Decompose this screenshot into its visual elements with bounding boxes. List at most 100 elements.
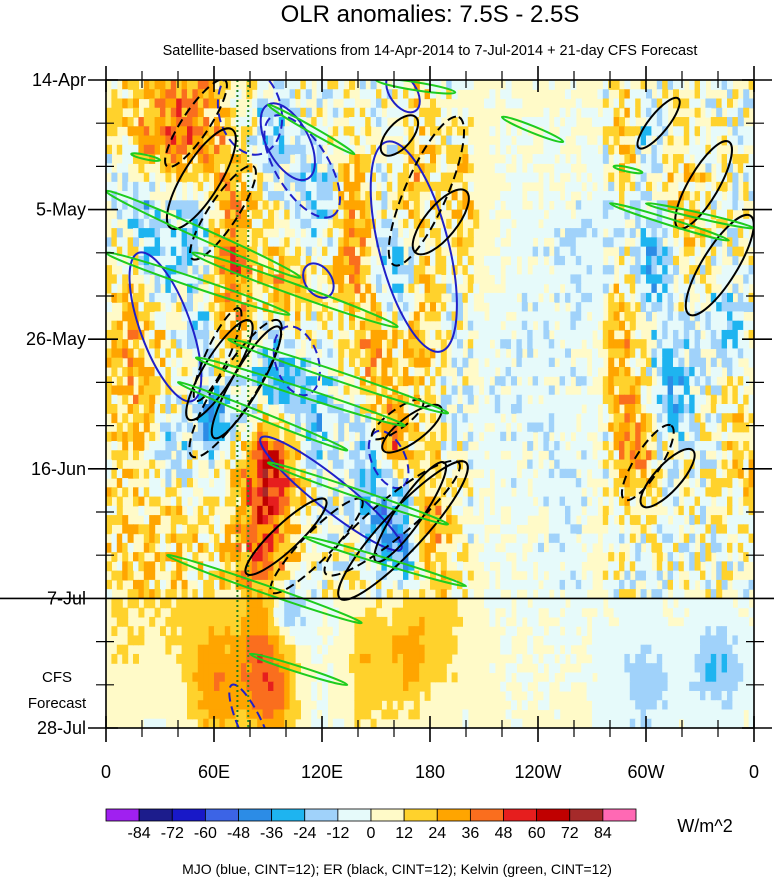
anomaly-cell xyxy=(586,542,593,553)
anomaly-cell xyxy=(511,579,517,590)
anomaly-cell xyxy=(311,237,318,248)
anomaly-cell xyxy=(640,524,647,535)
anomaly-cell xyxy=(381,376,388,387)
anomaly-cell xyxy=(575,339,582,350)
anomaly-cell xyxy=(689,441,696,451)
anomaly-cell xyxy=(748,320,754,331)
anomaly-cell xyxy=(381,181,388,192)
anomaly-cell xyxy=(559,515,566,525)
anomaly-cell xyxy=(710,533,717,544)
anomaly-cell xyxy=(332,255,339,266)
anomaly-cell xyxy=(624,561,631,572)
anomaly-cell xyxy=(262,135,269,146)
anomaly-cell xyxy=(484,468,490,479)
anomaly-cell xyxy=(149,144,156,155)
anomaly-cell xyxy=(176,117,183,127)
anomaly-cell xyxy=(343,163,350,174)
anomaly-cell xyxy=(683,154,690,164)
anomaly-cell xyxy=(640,228,647,238)
anomaly-cell xyxy=(732,228,739,238)
anomaly-cell xyxy=(133,422,139,433)
anomaly-cell xyxy=(446,487,453,498)
anomaly-cell xyxy=(457,552,463,562)
anomaly-cell xyxy=(181,144,188,155)
anomaly-cell xyxy=(575,570,582,581)
anomaly-cell xyxy=(597,89,604,100)
anomaly-cell xyxy=(613,598,620,609)
anomaly-cell xyxy=(640,413,647,424)
anomaly-cell xyxy=(543,404,550,414)
anomaly-cell xyxy=(349,468,355,479)
anomaly-cell xyxy=(662,320,669,331)
anomaly-cell xyxy=(381,385,388,396)
anomaly-cell xyxy=(635,542,642,553)
anomaly-cell xyxy=(446,274,453,285)
anomaly-cell xyxy=(365,468,372,479)
anomaly-cell xyxy=(457,487,463,498)
anomaly-cell xyxy=(143,366,150,377)
anomaly-cell xyxy=(370,459,377,470)
anomaly-cell xyxy=(494,385,501,396)
anomaly-cell xyxy=(241,209,247,220)
anomaly-cell xyxy=(268,154,274,164)
anomaly-cell xyxy=(635,450,642,461)
anomaly-cell xyxy=(592,320,598,331)
anomaly-cell xyxy=(721,478,728,488)
anomaly-cell xyxy=(392,533,399,544)
anomaly-cell xyxy=(381,468,388,479)
anomaly-cell xyxy=(565,394,571,405)
anomaly-cell xyxy=(586,218,593,229)
anomaly-cell xyxy=(154,320,161,331)
anomaly-cell xyxy=(575,357,582,368)
anomaly-cell xyxy=(224,570,231,581)
anomaly-cell xyxy=(365,246,372,257)
anomaly-cell xyxy=(548,607,555,618)
anomaly-cell xyxy=(127,320,134,331)
anomaly-cell xyxy=(565,329,571,340)
anomaly-cell xyxy=(295,117,301,127)
anomaly-cell xyxy=(349,459,355,470)
anomaly-cell xyxy=(187,320,193,331)
anomaly-cell xyxy=(683,441,690,451)
anomaly-cell xyxy=(689,478,696,488)
anomaly-cell xyxy=(268,478,274,488)
anomaly-cell xyxy=(581,228,588,238)
anomaly-cell xyxy=(705,487,712,498)
anomaly-cell xyxy=(262,274,269,285)
anomaly-cell xyxy=(143,246,150,257)
anomaly-cell xyxy=(392,126,399,137)
anomaly-cell xyxy=(548,404,555,414)
anomaly-cell xyxy=(397,422,404,433)
anomaly-cell xyxy=(592,468,598,479)
anomaly-cell xyxy=(543,292,550,303)
anomaly-cell xyxy=(748,126,754,137)
anomaly-cell xyxy=(257,144,264,155)
anomaly-cell xyxy=(500,246,507,257)
anomaly-cell xyxy=(435,292,442,303)
anomaly-cell xyxy=(597,246,604,257)
anomaly-cell xyxy=(527,348,534,359)
anomaly-cell xyxy=(203,616,210,627)
anomaly-cell xyxy=(732,552,739,562)
anomaly-cell xyxy=(575,283,582,294)
anomaly-cell xyxy=(462,422,469,433)
anomaly-cell xyxy=(111,89,118,100)
anomaly-cell xyxy=(300,496,307,507)
anomaly-cell xyxy=(365,320,372,331)
anomaly-cell xyxy=(748,524,754,535)
anomaly-cell xyxy=(116,616,123,627)
anomaly-cell xyxy=(181,274,188,285)
anomaly-cell xyxy=(230,515,237,525)
anomaly-cell xyxy=(241,505,247,516)
anomaly-cell xyxy=(608,292,615,303)
anomaly-cell xyxy=(381,505,388,516)
anomaly-cell xyxy=(187,607,193,618)
anomaly-cell xyxy=(673,246,679,257)
anomaly-cell xyxy=(424,89,431,100)
anomaly-cell xyxy=(511,228,517,238)
anomaly-cell xyxy=(629,209,636,220)
anomaly-cell xyxy=(548,144,555,155)
anomaly-cell xyxy=(700,533,706,544)
anomaly-cell xyxy=(278,89,285,100)
anomaly-cell xyxy=(278,135,285,146)
